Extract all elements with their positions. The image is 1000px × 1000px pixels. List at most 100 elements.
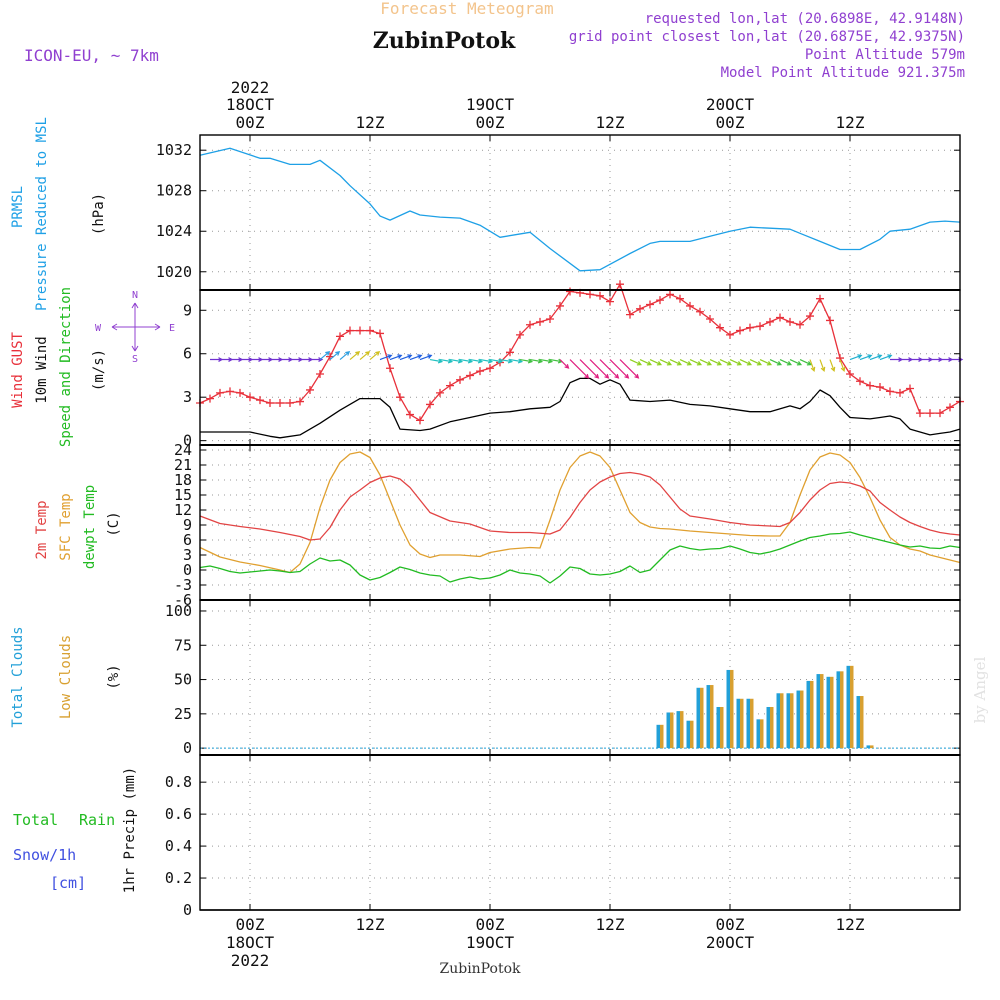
- low-clouds-bar: [800, 690, 804, 749]
- wind-direction-arrow: [839, 359, 846, 372]
- dewpt-label: dewpt Temp: [82, 485, 98, 569]
- wind-gust-marker: [296, 397, 304, 406]
- vertical-grid: [249, 135, 851, 910]
- total-clouds-label: Total Clouds: [10, 626, 26, 727]
- wind-direction-arrow: [439, 358, 454, 364]
- wind-gust-marker: [476, 367, 484, 376]
- low-clouds-bar: [720, 706, 724, 749]
- wind-gust-marker: [216, 388, 224, 397]
- top-time-label: 00Z: [476, 113, 505, 132]
- wind-gust-marker: [626, 310, 634, 319]
- total-clouds-bar: [726, 669, 730, 749]
- wind-gust-marker: [406, 410, 414, 419]
- wind-gust-line: [199, 283, 961, 422]
- low-clouds-bar: [730, 669, 734, 749]
- total-clouds-bar: [786, 693, 790, 749]
- wind-direction-arrow: [669, 358, 683, 366]
- temp-tick-label: -3: [174, 576, 192, 594]
- clouds-tick-label: 25: [174, 705, 192, 723]
- temp2m-label: 2m Temp: [34, 500, 50, 559]
- panel-frame: [199, 444, 961, 601]
- wind-direction-arrow: [419, 354, 433, 361]
- wind-direction-arrow: [639, 358, 653, 366]
- top-time-label: 20OCT: [706, 95, 755, 114]
- total-clouds-bar: [796, 690, 800, 749]
- wind-gust-label: Wind GUST: [10, 332, 26, 408]
- total-clouds-bar: [816, 674, 820, 749]
- wind-gust-marker: [236, 388, 244, 397]
- temp-tick-label: 15: [174, 486, 192, 504]
- wind-direction-arrow: [649, 358, 663, 366]
- low-clouds-bar: [810, 680, 814, 749]
- wind-gust-marker: [776, 313, 784, 322]
- pressure-tick-label: 1024: [156, 222, 192, 240]
- low-clouds-label: Low Clouds: [58, 635, 74, 719]
- wind-direction-arrow: [609, 359, 630, 379]
- wind-gust-marker: [876, 383, 884, 392]
- total-clouds-bar: [666, 712, 670, 749]
- wind-direction-arrow: [809, 359, 816, 372]
- top-time-label: 12Z: [356, 113, 385, 132]
- bottom-time-label: 2022: [231, 951, 270, 970]
- wind-direction-arrow: [689, 358, 703, 366]
- model-point-altitude: Model Point Altitude 921.375m: [721, 65, 965, 81]
- chart-subtitle: Forecast Meteogram: [380, 0, 553, 18]
- total-clouds-bar: [736, 698, 740, 749]
- panel-frame: [199, 599, 961, 756]
- top-time-label: 00Z: [716, 113, 745, 132]
- total-clouds-bar: [706, 685, 710, 749]
- low-clouds-bar: [710, 685, 714, 749]
- bottom-time-label: 00Z: [716, 915, 745, 934]
- wind-direction-arrow: [869, 354, 883, 361]
- wind-direction-arrow: [729, 358, 743, 366]
- temp-2m-line: [199, 471, 961, 541]
- low-clouds-bar: [670, 712, 674, 749]
- bottom-time-label: 20OCT: [706, 933, 755, 952]
- compass-n: N: [132, 290, 138, 301]
- wind-gust-marker: [466, 371, 474, 380]
- panel-frame: [199, 134, 961, 291]
- snow-label: Snow/1h: [13, 846, 76, 864]
- wind-gust-marker: [886, 387, 894, 396]
- wind-direction-arrow: [509, 358, 524, 364]
- temp-unit: (C): [106, 511, 122, 536]
- wind-direction-arrow: [569, 359, 590, 379]
- wind-gust-marker: [306, 385, 314, 394]
- wind-direction-arrow: [749, 358, 763, 366]
- bottom-time-label: 00Z: [476, 915, 505, 934]
- total-clouds-bar: [686, 720, 690, 749]
- bottom-time-label: 12Z: [356, 915, 385, 934]
- low-clouds-bar: [870, 745, 874, 749]
- low-clouds-bar: [840, 671, 844, 749]
- wind-gust-marker: [336, 332, 344, 341]
- wind-gust-marker: [746, 323, 754, 332]
- wind-direction-arrow: [789, 358, 803, 366]
- precip-tick-label: 0.4: [165, 837, 192, 855]
- low-clouds-bar: [690, 720, 694, 749]
- wind-gust-marker: [456, 375, 464, 384]
- wind-direction-arrow: [659, 358, 673, 366]
- wind-gust-marker: [756, 322, 764, 331]
- model-label: ICON-EU, ~ 7km: [24, 46, 159, 65]
- wind-gust-marker: [656, 296, 664, 305]
- total-clouds-bar: [826, 676, 830, 749]
- wind-gust-marker: [706, 314, 714, 323]
- wind-gust-marker: [376, 329, 384, 338]
- wind-direction-arrow: [349, 351, 361, 360]
- wind-direction-arrow: [539, 358, 554, 364]
- compass-w: W: [95, 323, 102, 334]
- wind-gust-marker: [946, 403, 954, 412]
- precip-tick-label: 0.2: [165, 869, 192, 887]
- pressure-tick-label: 1028: [156, 182, 192, 200]
- wind-gust-marker: [736, 326, 744, 335]
- wind-unit: (m/s): [91, 349, 107, 391]
- wind-direction-arrow: [619, 359, 640, 379]
- wind-gust-marker: [816, 294, 824, 303]
- total-clouds-bar: [766, 706, 770, 749]
- station-footer: ZubinPotok: [439, 961, 521, 977]
- wind-direction-arrow: [409, 354, 423, 361]
- wind-direction-arrow: [379, 354, 393, 361]
- wind-direction-arrow: [679, 358, 693, 366]
- wind-direction-arrow: [829, 359, 836, 372]
